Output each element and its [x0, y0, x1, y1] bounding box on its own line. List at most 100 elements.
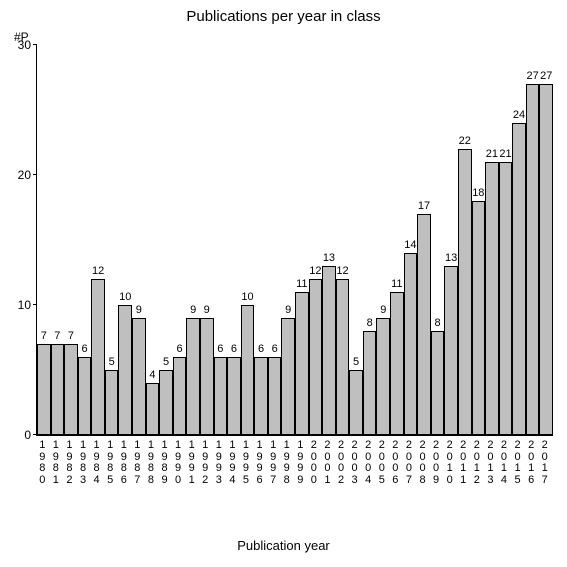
y-tick-label: 30	[18, 39, 37, 51]
bar-value-label: 24	[513, 110, 525, 121]
bar	[186, 318, 200, 435]
bar	[146, 383, 160, 435]
x-tick-label: 2010	[445, 440, 455, 486]
x-tick-label: 1994	[228, 440, 238, 486]
bar-value-label: 6	[231, 344, 237, 355]
bar	[349, 370, 363, 435]
x-tick-label: 1996	[255, 440, 265, 486]
x-tick-label: 2013	[486, 440, 496, 486]
bar	[539, 84, 553, 435]
bar	[417, 214, 431, 435]
x-tick-label: 2015	[513, 440, 523, 486]
y-tick-label: 0	[24, 429, 37, 441]
bar	[472, 201, 486, 435]
x-tick-label: 1985	[106, 440, 116, 486]
bar-value-label: 9	[204, 305, 210, 316]
bar	[485, 162, 499, 435]
x-tick-label: 1988	[146, 440, 156, 486]
x-tick-label: 2008	[418, 440, 428, 486]
x-tick-label: 2006	[391, 440, 401, 486]
bar	[159, 370, 173, 435]
bar	[431, 331, 445, 435]
bar-value-label: 8	[435, 318, 441, 329]
bar	[173, 357, 187, 435]
x-tick-label: 1987	[133, 440, 143, 486]
bar	[526, 84, 540, 435]
bar-value-label: 21	[486, 149, 498, 160]
bar-value-label: 11	[296, 279, 307, 290]
bar	[376, 318, 390, 435]
bar-value-label: 13	[445, 253, 457, 264]
bar-value-label: 12	[309, 266, 321, 277]
bar	[404, 253, 418, 435]
bar	[444, 266, 458, 435]
bar-value-label: 18	[472, 188, 484, 199]
x-tick-label: 2007	[404, 440, 414, 486]
x-tick-label: 2004	[364, 440, 374, 486]
x-tick-label: 2002	[337, 440, 347, 486]
bar-value-label: 13	[323, 253, 335, 264]
bar-value-label: 27	[527, 71, 539, 82]
bar-value-label: 12	[92, 266, 104, 277]
x-tick-label: 1997	[269, 440, 279, 486]
bar-value-label: 10	[119, 292, 131, 303]
x-tick-label: 2000	[309, 440, 319, 486]
bar	[499, 162, 513, 435]
x-tick-label: 1986	[119, 440, 129, 486]
bar	[37, 344, 51, 435]
bar-value-label: 17	[418, 201, 430, 212]
bar	[458, 149, 472, 435]
bar	[118, 305, 132, 435]
bar-value-label: 27	[540, 71, 552, 82]
bar	[132, 318, 146, 435]
bar	[241, 305, 255, 435]
y-tick-mark	[33, 174, 37, 175]
bar-value-label: 6	[258, 344, 264, 355]
bar-value-label: 11	[391, 279, 402, 290]
x-tick-label: 2003	[350, 440, 360, 486]
y-tick-label: 10	[18, 299, 37, 311]
bar	[281, 318, 295, 435]
bar	[214, 357, 228, 435]
y-tick-mark	[33, 434, 37, 435]
bar-value-label: 6	[272, 344, 278, 355]
x-tick-label: 2017	[540, 440, 550, 486]
bar	[105, 370, 119, 435]
y-tick-label: 20	[18, 169, 37, 181]
bar	[309, 279, 323, 435]
bar-value-label: 7	[68, 331, 74, 342]
x-tick-label: 1998	[282, 440, 292, 486]
bar-value-label: 4	[149, 370, 155, 381]
bar-value-label: 5	[163, 357, 169, 368]
bar	[512, 123, 526, 435]
bar	[51, 344, 65, 435]
x-tick-label: 1999	[296, 440, 306, 486]
x-tick-label: 1981	[51, 440, 61, 486]
x-tick-label: 2001	[323, 440, 333, 486]
bar	[227, 357, 241, 435]
bar-value-label: 8	[367, 318, 373, 329]
bar-value-label: 10	[241, 292, 253, 303]
y-tick-mark	[33, 304, 37, 305]
bar	[322, 266, 336, 435]
x-tick-label: 2012	[472, 440, 482, 486]
bar-value-label: 5	[109, 357, 115, 368]
bar	[268, 357, 282, 435]
bar-value-label: 7	[54, 331, 60, 342]
bar	[64, 344, 78, 435]
x-tick-label: 1993	[214, 440, 224, 486]
x-tick-label: 1992	[201, 440, 211, 486]
bar-value-label: 9	[285, 305, 291, 316]
y-tick-mark	[33, 44, 37, 45]
bar	[295, 292, 309, 435]
x-tick-label: 1991	[187, 440, 197, 486]
x-tick-label: 2016	[527, 440, 537, 486]
bar	[200, 318, 214, 435]
x-tick-label: 2009	[432, 440, 442, 486]
x-tick-label: 1995	[241, 440, 251, 486]
x-tick-label: 1990	[174, 440, 184, 486]
chart-title: Publications per year in class	[0, 8, 567, 25]
bars-group: 7776125109456996610669111213125891114178…	[37, 45, 553, 435]
x-tick-label: 1984	[92, 440, 102, 486]
bar	[254, 357, 268, 435]
